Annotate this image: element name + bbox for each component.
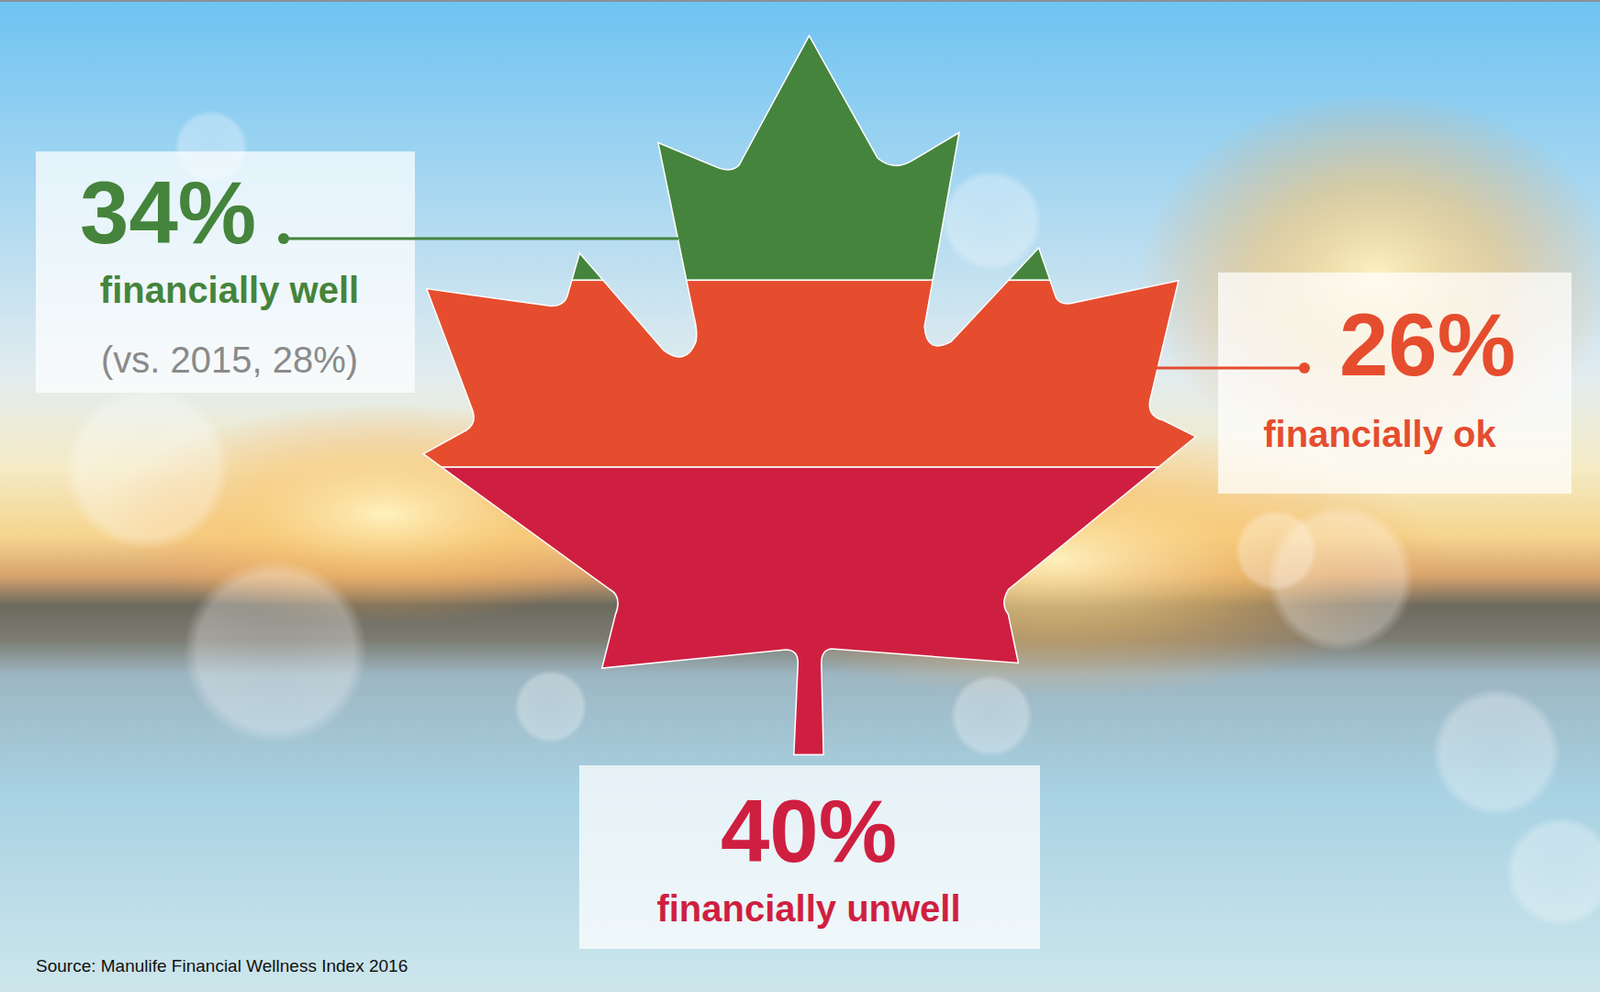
annotation: (vs. 2015, 28%) [100,339,359,381]
label-box [579,765,1041,950]
value-label: 26% [1339,295,1516,394]
background-bokeh [1234,509,1318,593]
category-label: financially well [100,269,359,311]
category-label: financially unwell [656,888,961,929]
leader-line [1152,367,1305,370]
leaf-bands [408,35,1225,756]
background-bokeh [1432,688,1561,817]
background-bokeh [940,169,1042,271]
background-bokeh [183,559,368,744]
leader-dot [278,233,290,245]
background-bokeh [1505,816,1600,928]
leaf-band [408,279,1225,468]
leader-line [283,237,679,241]
leaf-outline [423,35,1197,756]
source: Source: Manulife Financial Wellness Inde… [35,956,408,976]
value-label: 40% [720,782,897,881]
leader-dot [1298,362,1310,374]
leaf-band [408,467,1225,755]
value-label: 34% [79,163,257,262]
background-bokeh [950,674,1033,758]
label-box [35,151,415,393]
label-box [1218,272,1572,494]
top-rule [0,0,1600,2]
labels: 34% financially well 26% financially ok 40% f… [35,151,1572,950]
chart: 34% financially well 26% financially ok 40% f… [0,0,1600,992]
background-bokeh [514,670,588,744]
leaf-band [408,35,1225,280]
background-bokeh [64,385,230,551]
background [0,0,1600,992]
category-label: financially ok [1263,413,1497,455]
